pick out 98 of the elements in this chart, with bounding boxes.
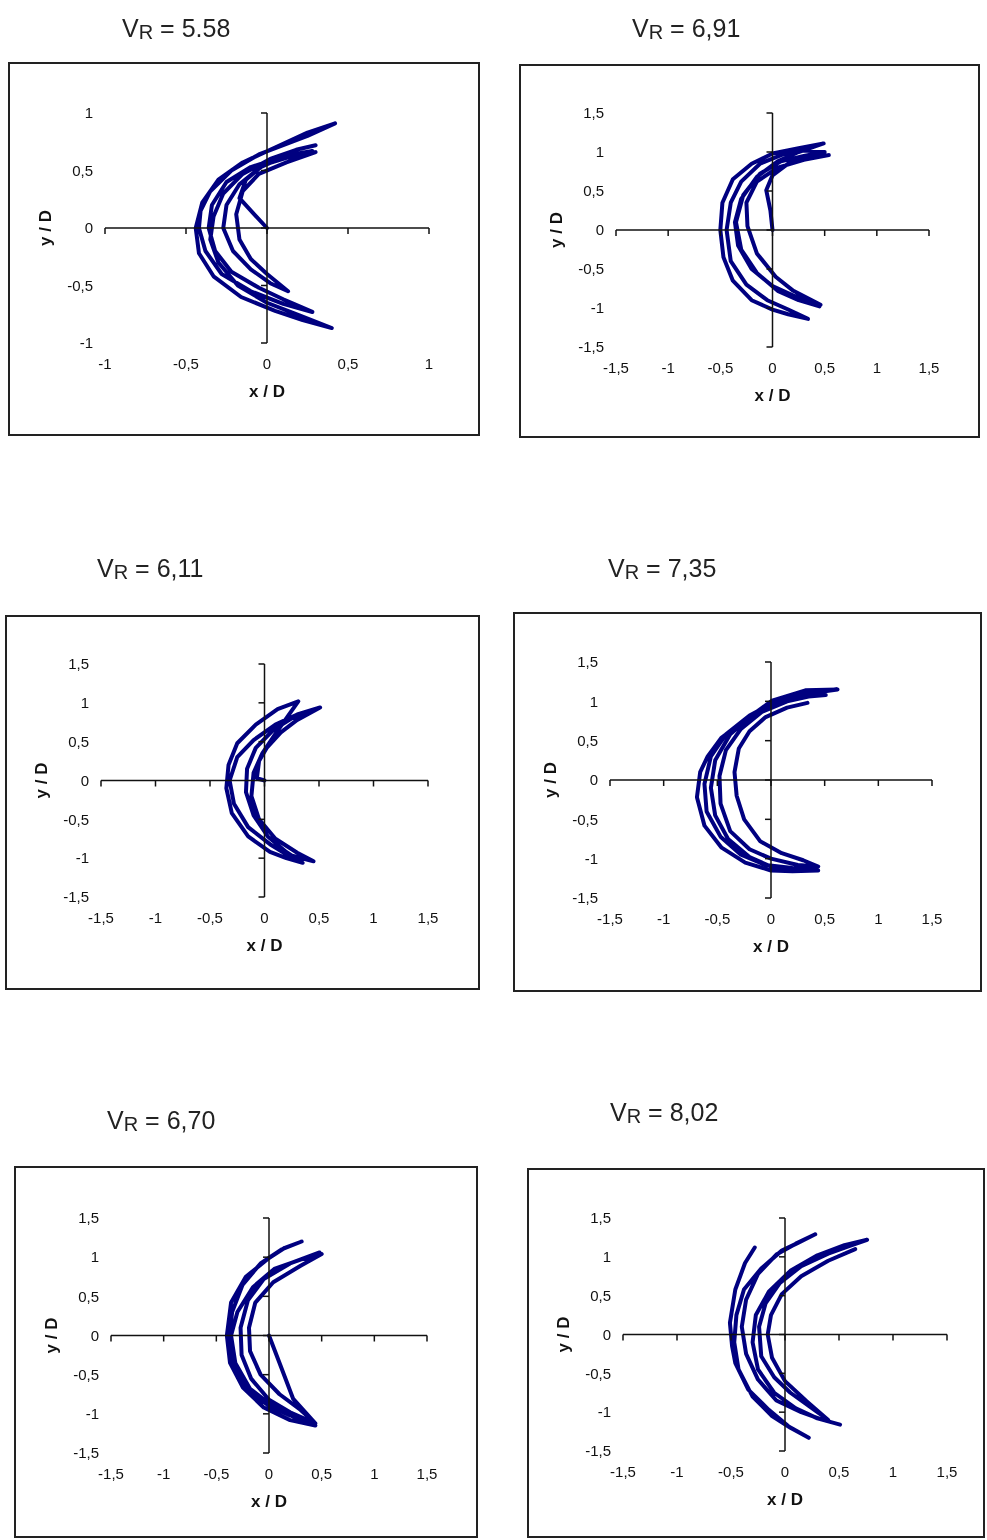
- x-tick-label: 0: [766, 910, 776, 928]
- line-series: [694, 687, 840, 874]
- line-series: [193, 121, 338, 331]
- x-tick-label: 0,5: [308, 909, 330, 927]
- chart-title: V$_{R}$ = 7,35: [608, 553, 717, 583]
- x-axis-title: x / D: [753, 936, 789, 956]
- y-axis-title: y / D: [540, 762, 560, 798]
- x-tick-label: -0,5: [197, 909, 223, 927]
- y-axis-title: y / D: [546, 212, 566, 248]
- x-tick-label: 0,5: [814, 910, 836, 928]
- x-tick-label: 1: [874, 910, 883, 928]
- line-series: [727, 1232, 870, 1440]
- y-axis-title: y / D: [31, 762, 51, 799]
- y-tick-label: 0,5: [577, 731, 598, 749]
- y-tick-label: 1: [595, 143, 604, 161]
- y-tick-label: -0,5: [578, 260, 604, 278]
- y-axis-title: y / D: [553, 1316, 573, 1353]
- x-tick-label: 1: [369, 909, 378, 927]
- x-tick-label: 0,5: [311, 1465, 333, 1483]
- x-tick-label: -0,5: [718, 1463, 744, 1481]
- x-tick-label: -0,5: [704, 910, 731, 928]
- y-axis-title: y / D: [35, 210, 55, 246]
- y-tick-label: -1,5: [578, 338, 604, 356]
- x-tick-label: 1,5: [417, 909, 439, 927]
- x-tick-label: 1,5: [936, 1463, 958, 1481]
- x-tick-label: 0: [768, 359, 777, 377]
- y-tick-label: -1,5: [63, 888, 89, 906]
- x-tick-label: 1,5: [918, 359, 940, 377]
- chart-title: V$_{R}$ = 5.58: [122, 13, 231, 43]
- y-axis-title: y / D: [41, 1317, 61, 1354]
- line-series: [224, 699, 323, 865]
- x-tick-label: 0: [780, 1463, 790, 1481]
- y-tick-label: -1: [75, 849, 89, 867]
- line-series: [224, 1239, 324, 1428]
- x-tick-label: 0: [264, 1465, 274, 1483]
- x-tick-label: 0,5: [828, 1463, 850, 1481]
- x-axis-title: x / D: [246, 935, 283, 955]
- y-tick-label: -0,5: [67, 276, 93, 294]
- y-tick-label: -1: [584, 849, 598, 867]
- y-tick-label: 1,5: [577, 653, 598, 671]
- x-tick-label: -0,5: [203, 1465, 230, 1483]
- y-tick-label: -1: [590, 299, 604, 317]
- x-axis-title: x / D: [251, 1491, 287, 1511]
- chart-title: V$_{R}$ = 6,11: [97, 553, 204, 583]
- y-tick-label: -1: [79, 334, 93, 352]
- y-tick-label: 0: [595, 221, 604, 239]
- x-tick-label: 1: [888, 1463, 898, 1481]
- y-tick-label: -0,5: [63, 810, 89, 828]
- x-tick-label: 0: [262, 355, 272, 373]
- y-tick-label: 0,5: [78, 1287, 99, 1305]
- y-tick-label: 0: [84, 219, 93, 237]
- y-tick-label: 1: [80, 694, 89, 712]
- y-tick-label: 0,5: [583, 182, 604, 200]
- x-tick-label: 0: [260, 909, 269, 927]
- y-tick-label: -1,5: [73, 1444, 99, 1462]
- x-tick-label: 1: [872, 359, 882, 377]
- y-tick-label: 1: [90, 1248, 99, 1266]
- y-tick-label: 0,5: [590, 1286, 611, 1304]
- y-tick-label: 1: [84, 104, 93, 122]
- x-tick-label: -1: [148, 909, 163, 927]
- x-tick-label: 1: [370, 1465, 379, 1483]
- x-tick-label: -0,5: [707, 359, 734, 377]
- x-tick-label: 1,5: [416, 1465, 438, 1483]
- x-axis-title: x / D: [767, 1489, 803, 1509]
- y-tick-label: -0,5: [73, 1365, 99, 1383]
- y-tick-label: 0,5: [68, 732, 89, 750]
- x-tick-label: 1,5: [921, 910, 943, 928]
- y-tick-label: 0: [589, 771, 598, 789]
- y-tick-label: 1,5: [590, 1209, 611, 1227]
- x-axis-title: x / D: [754, 385, 791, 405]
- y-tick-label: -1,5: [585, 1442, 611, 1460]
- y-tick-label: -0,5: [585, 1364, 611, 1382]
- y-tick-label: 1: [602, 1248, 611, 1266]
- y-tick-label: -0,5: [572, 810, 598, 828]
- chart-title: V$_{R}$ = 6,70: [107, 1105, 216, 1135]
- x-tick-label: -1: [656, 910, 671, 928]
- line-series: [718, 141, 831, 321]
- y-tick-label: -1,5: [572, 889, 598, 907]
- x-tick-label: 1: [424, 355, 434, 373]
- x-axis-title: x / D: [249, 381, 285, 401]
- x-tick-label: -1: [670, 1463, 684, 1481]
- x-tick-label: -1: [156, 1465, 171, 1483]
- y-tick-label: 1: [589, 692, 598, 710]
- y-tick-label: 0: [602, 1325, 611, 1343]
- chart-title: V$_{R}$ = 6,91: [632, 13, 741, 43]
- y-tick-label: 0: [90, 1326, 99, 1344]
- y-tick-label: 1,5: [583, 104, 604, 122]
- x-tick-label: 0,5: [814, 359, 836, 377]
- y-tick-label: 1,5: [78, 1209, 99, 1227]
- y-tick-label: -1: [85, 1405, 99, 1423]
- y-tick-label: 1,5: [68, 655, 89, 673]
- x-tick-label: -1: [661, 359, 675, 377]
- x-tick-label: 0,5: [337, 355, 359, 373]
- y-tick-label: 0: [80, 771, 89, 789]
- chart-title: V$_{R}$ = 8,02: [610, 1097, 719, 1127]
- x-tick-label: -0,5: [173, 355, 199, 373]
- y-tick-label: 0,5: [72, 161, 93, 179]
- y-tick-label: -1: [597, 1403, 611, 1421]
